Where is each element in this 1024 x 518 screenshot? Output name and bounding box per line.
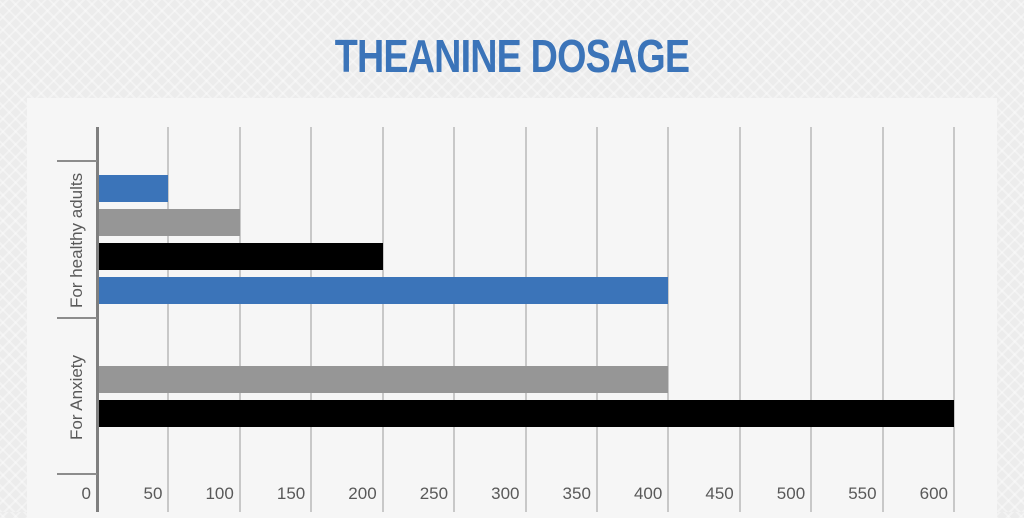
x-tick-label: 300 xyxy=(491,484,520,503)
category-tick xyxy=(57,317,97,319)
gridline xyxy=(310,127,313,512)
category-label-healthy-adults: For healthy adults xyxy=(67,172,86,308)
bar xyxy=(99,243,383,270)
bar xyxy=(99,209,240,236)
y-axis-line xyxy=(96,127,99,512)
x-tick-label: 450 xyxy=(705,484,734,503)
bar xyxy=(99,175,169,202)
gridline xyxy=(453,127,456,512)
x-tick-label: 200 xyxy=(348,484,377,503)
x-tick-label: 550 xyxy=(848,484,877,503)
bar xyxy=(99,366,669,393)
x-tick-label: 100 xyxy=(205,484,234,503)
category-tick xyxy=(57,160,97,162)
gridline xyxy=(810,127,813,512)
x-tick-label: 600 xyxy=(919,484,948,503)
gridline xyxy=(881,127,884,512)
chart-title: THEANINE DOSAGE xyxy=(334,30,690,82)
gridline xyxy=(595,127,598,512)
x-tick-label: 250 xyxy=(419,484,449,503)
bar xyxy=(99,277,669,304)
gridline xyxy=(238,127,241,512)
gridline xyxy=(381,127,384,512)
x-tick-label: 350 xyxy=(562,484,591,503)
bar xyxy=(99,400,954,427)
x-tick-label: 150 xyxy=(276,484,306,503)
chart-panel xyxy=(27,98,997,518)
gridline xyxy=(524,127,527,512)
x-tick-label: 50 xyxy=(143,484,163,503)
x-tick-label: 400 xyxy=(633,484,663,503)
x-tick-label: 500 xyxy=(776,484,806,503)
category-tick xyxy=(57,473,97,475)
gridline xyxy=(738,127,741,512)
gridline xyxy=(167,127,170,512)
gridline xyxy=(667,127,670,512)
category-label-anxiety: For Anxiety xyxy=(67,354,86,440)
x-tick-label: 0 xyxy=(81,484,91,503)
gridline xyxy=(953,127,955,512)
